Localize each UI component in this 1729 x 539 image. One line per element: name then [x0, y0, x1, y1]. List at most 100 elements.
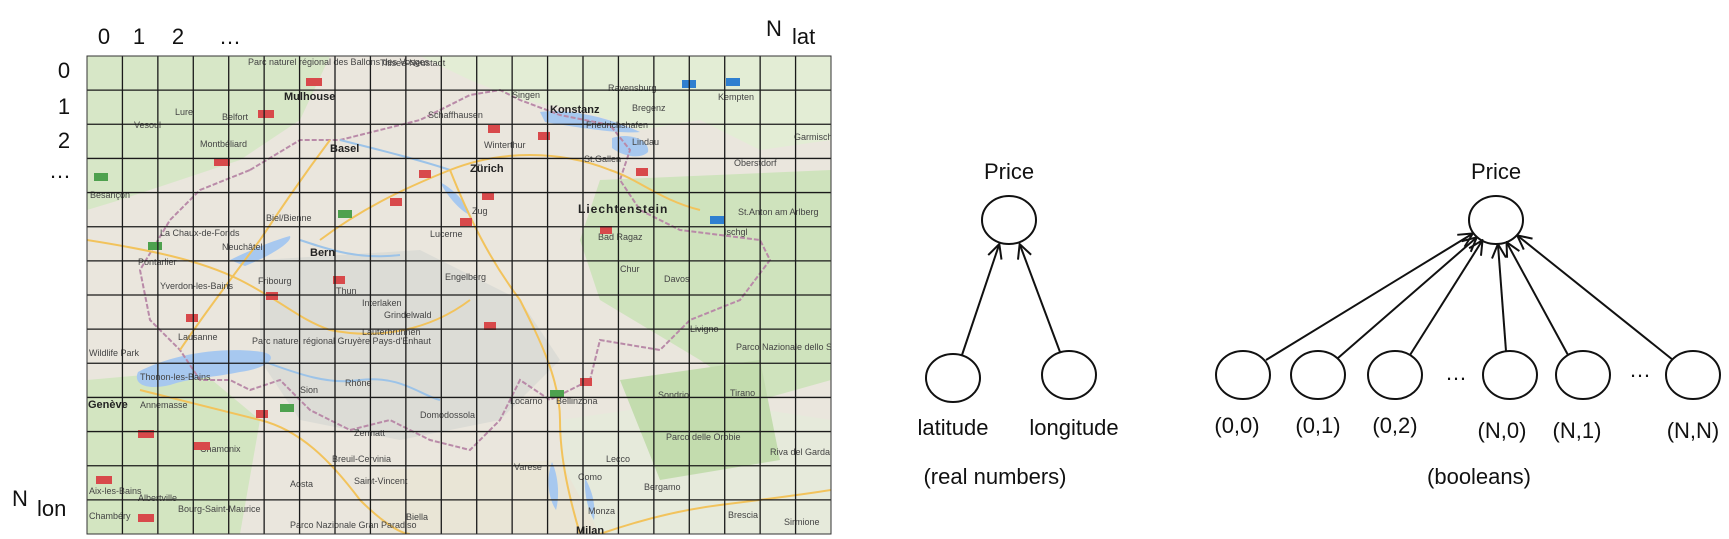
map-label: Riva del Garda	[770, 447, 830, 457]
map-label: Domodossola	[420, 410, 475, 420]
left-caption: (real numbers)	[923, 464, 1066, 489]
map-label: La Chaux-de-Fonds	[160, 228, 240, 238]
map-label: Locarno	[510, 396, 543, 406]
n-lat-label: N lat	[766, 16, 815, 49]
input-node-n-0	[1482, 350, 1538, 400]
grid-row-labels: 0 1 2 …	[49, 58, 71, 183]
map-label: Bern	[310, 247, 335, 259]
map-label: Kempten	[718, 92, 754, 102]
row-label-0: 0	[58, 58, 70, 83]
map-label: Zermatt	[354, 428, 386, 438]
map-label: Brescia	[728, 510, 758, 520]
map-label: Genève	[88, 399, 128, 411]
map-label: Thonon-les-Bains	[140, 372, 211, 382]
n-lat-subscript: lat	[792, 24, 815, 49]
map-label: Chur	[620, 264, 640, 274]
map-label: Lucerne	[430, 229, 463, 239]
map-label: Titisee-Neustadt	[380, 58, 446, 68]
map-label: Ravensburg	[608, 83, 657, 93]
longitude-node	[1041, 350, 1097, 400]
map-label: Zürich	[470, 163, 504, 175]
input-node-n-1	[1555, 350, 1611, 400]
map-label: Milan	[576, 525, 604, 537]
map-label: Vesoul	[134, 120, 161, 130]
map-grid	[87, 56, 831, 534]
map-label: Wildlife Park	[89, 348, 140, 358]
map-label: Tirano	[730, 388, 755, 398]
map-label: Bourg-Saint-Maurice	[178, 504, 261, 514]
map-label: Bregenz	[632, 103, 666, 113]
map-label: Singen	[512, 90, 540, 100]
map-label: Lauterbrunnen	[362, 327, 421, 337]
edge-n-n	[1518, 236, 1674, 361]
map-label: Aix-les-Bains	[89, 486, 142, 496]
map-label: Montbéliard	[200, 139, 247, 149]
col-label-1: 1	[133, 24, 145, 49]
map-label: Ischgl	[724, 227, 748, 237]
map-label: Neuchâtel	[222, 242, 263, 252]
edge-n-0	[1498, 245, 1507, 352]
longitude-label: longitude	[1029, 415, 1118, 440]
left-price-node	[981, 195, 1037, 245]
input-label-n-0: (N,0)	[1478, 418, 1527, 443]
map-label: Garmisch	[794, 132, 833, 142]
right-network-diagram: Price … … (0,0) (0,1) (0,2) (N,0) (N,1) …	[1214, 159, 1721, 489]
map-label: Parc naturel régional Gruyère Pays-d'Enh…	[252, 336, 431, 346]
right-price-label: Price	[1471, 159, 1521, 184]
map-label: Yverdon-les-Bains	[160, 281, 234, 291]
edge-0-2	[1409, 241, 1482, 356]
row-label-2: 2	[58, 128, 70, 153]
edge-n-1	[1507, 243, 1569, 356]
map-place-labels: Parc naturel régional des Ballons des Vo…	[88, 57, 853, 537]
map-label: Grindelwald	[384, 310, 432, 320]
map-label: Chambéry	[89, 511, 131, 521]
latitude-edge	[961, 245, 999, 356]
input-node-n-n	[1665, 350, 1721, 400]
map-label: Mulhouse	[284, 91, 335, 103]
n-lon-main: N	[12, 486, 28, 511]
right-caption: (booleans)	[1427, 464, 1531, 489]
map-label: Bergamo	[644, 482, 681, 492]
map-label: Parco Nazionale dello Stelvio	[736, 342, 853, 352]
edge-0-0	[1265, 234, 1472, 361]
map-label: Winterthur	[484, 140, 526, 150]
map-label: Friedrichshafen	[586, 120, 648, 130]
n-lon-label: N lon	[12, 486, 66, 521]
map-label: Breuil-Cervinia	[332, 454, 391, 464]
map-label: Thun	[336, 286, 357, 296]
col-label-2: 2	[172, 24, 184, 49]
map-label: Oberstdorf	[734, 158, 777, 168]
map-label: Saint-Vincent	[354, 476, 408, 486]
col-label-ellipsis: …	[219, 24, 241, 49]
row-label-ellipsis: …	[49, 158, 71, 183]
right-price-node	[1468, 195, 1524, 245]
input-node-0-1	[1290, 350, 1346, 400]
map-label: Lure	[175, 107, 193, 117]
input-node-0-2	[1367, 350, 1423, 400]
grid-column-labels: 0 1 2 …	[98, 24, 241, 49]
map-label: Varese	[514, 462, 542, 472]
row-label-1: 1	[58, 94, 70, 119]
map-label: Sirmione	[784, 517, 820, 527]
map-label: Biel/Bienne	[266, 213, 312, 223]
map-label: Parco delle Orobie	[666, 432, 741, 442]
map-label: Chamonix	[200, 444, 241, 454]
map-border	[138, 88, 772, 452]
ellipsis-right: …	[1629, 357, 1651, 382]
map-frame	[86, 55, 832, 535]
map-label: Besançon	[90, 190, 130, 200]
map-panel: Parc naturel régional des Ballons des Vo…	[87, 56, 853, 537]
col-label-0: 0	[98, 24, 110, 49]
n-lat-main: N	[766, 16, 782, 41]
map-label: Como	[578, 472, 602, 482]
map-label: Davos	[664, 274, 690, 284]
map-label: Biella	[406, 512, 428, 522]
latitude-label: latitude	[918, 415, 989, 440]
edge-0-1	[1337, 238, 1476, 359]
map-label: Bellinzona	[556, 396, 598, 406]
map-label: Annemasse	[140, 400, 188, 410]
map-label: Liechtenstein	[578, 202, 668, 216]
map-label: Belfort	[222, 112, 249, 122]
left-network-diagram: Price latitude longitude (real numbers)	[918, 159, 1119, 489]
